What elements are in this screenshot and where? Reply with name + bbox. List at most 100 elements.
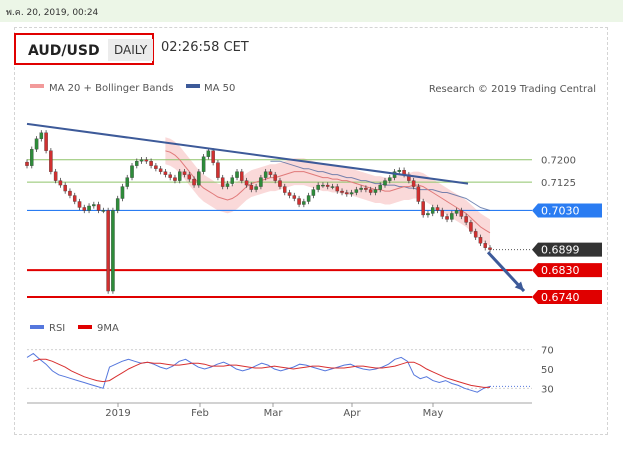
candle-body — [120, 186, 125, 199]
candle-body — [149, 161, 153, 166]
candle-body — [325, 184, 330, 187]
support-label: 0.6740 — [541, 291, 580, 304]
candle-body — [125, 177, 129, 187]
candle-body — [77, 201, 82, 208]
candle-body — [373, 189, 378, 193]
time-axis-label: Apr — [343, 408, 361, 419]
candle-body — [249, 184, 254, 190]
candle-body — [72, 195, 77, 202]
candle-body — [168, 174, 172, 178]
candle-body — [158, 168, 163, 172]
candle-body — [469, 222, 473, 232]
candle-body — [273, 174, 277, 181]
candle-body — [135, 161, 139, 166]
candle-body — [259, 177, 263, 187]
candle-body — [154, 165, 158, 169]
candle-body — [459, 210, 464, 217]
candle-body — [235, 171, 239, 178]
candle-body — [430, 207, 435, 214]
candle-body — [268, 171, 273, 175]
candle-body — [345, 192, 349, 195]
candle-body — [82, 207, 87, 211]
candle-body — [483, 243, 487, 248]
time-axis-label: Mar — [264, 408, 284, 419]
chart-panel — [14, 27, 608, 435]
candle-body — [330, 186, 335, 188]
candle-body — [340, 190, 344, 193]
candle-body — [287, 192, 292, 196]
candle-body — [201, 156, 206, 172]
candle-body — [421, 201, 425, 216]
candle-body — [44, 132, 48, 151]
resistance-label: 0.7125 — [541, 178, 576, 189]
candle-body — [106, 210, 110, 292]
rsi-tick-label: 30 — [541, 384, 554, 395]
candle-body — [435, 207, 440, 211]
symbol-label: AUD/USD — [28, 43, 100, 59]
candle-body — [225, 183, 230, 187]
candle-body — [53, 171, 58, 181]
time-axis-label: Feb — [191, 408, 209, 419]
support-badge — [532, 290, 602, 305]
candle-body — [130, 165, 134, 178]
candle-body — [335, 186, 340, 192]
candle-body — [440, 210, 445, 217]
candle-body — [292, 195, 297, 199]
time-axis-label: May — [423, 408, 444, 419]
candle-body — [192, 178, 196, 186]
candle-body — [173, 177, 177, 181]
candle-body — [139, 159, 144, 162]
candle-body — [220, 177, 225, 187]
candle-body — [244, 180, 249, 186]
candle-body — [58, 180, 63, 186]
candle-body — [311, 189, 316, 196]
candle-body — [368, 189, 373, 193]
candle-body — [445, 216, 449, 220]
support-badge — [532, 263, 602, 278]
ma20-line — [165, 150, 491, 234]
candle-body — [115, 198, 120, 211]
candle-body — [92, 204, 96, 207]
last-price-badge — [532, 242, 602, 257]
candle-body — [87, 205, 91, 211]
pivot-badge — [532, 203, 602, 218]
candle-body — [464, 216, 468, 223]
candle-body — [488, 247, 492, 250]
candle-body — [278, 180, 282, 187]
support-label: 0.6830 — [541, 264, 580, 277]
rsi-legend-label: RSI — [49, 323, 65, 334]
ma20-legend-swatch — [30, 84, 44, 88]
last-price-label: 0.6899 — [541, 244, 580, 257]
candle-body — [473, 231, 478, 238]
candle-body — [240, 171, 244, 181]
candle-body — [25, 161, 29, 166]
price-plot: 0.7200 0.7125 0.7030 0.6899 0.6830 0.6740 — [25, 122, 602, 305]
candle-body — [426, 213, 430, 216]
candle-body — [388, 177, 392, 181]
candle-body — [211, 150, 215, 163]
rsi-tick-label: 70 — [541, 346, 554, 357]
candle-body — [306, 195, 311, 202]
ma50-legend-swatch — [186, 84, 200, 88]
candle-body — [197, 171, 201, 186]
candle-body — [206, 150, 211, 157]
candle-body — [68, 190, 72, 196]
candle-body — [34, 138, 39, 150]
candle-body — [302, 201, 306, 205]
candle-body — [49, 150, 53, 172]
candle-body — [321, 184, 325, 187]
candle-body — [297, 198, 301, 205]
candle-body — [101, 210, 106, 212]
candle-body — [216, 162, 220, 178]
candle-body — [283, 186, 287, 193]
candle-body — [111, 210, 115, 292]
timestamp: พ.ค. 20, 2019, 00:24 — [6, 8, 99, 18]
forecast-arrow-head — [514, 281, 524, 292]
candle-body — [182, 171, 187, 175]
research-credit: Research © 2019 Trading Central — [429, 84, 596, 95]
timeframe-label[interactable]: DAILY — [108, 39, 154, 61]
candle-body — [230, 177, 234, 184]
candle-body — [163, 171, 168, 175]
candle-body — [316, 184, 320, 190]
